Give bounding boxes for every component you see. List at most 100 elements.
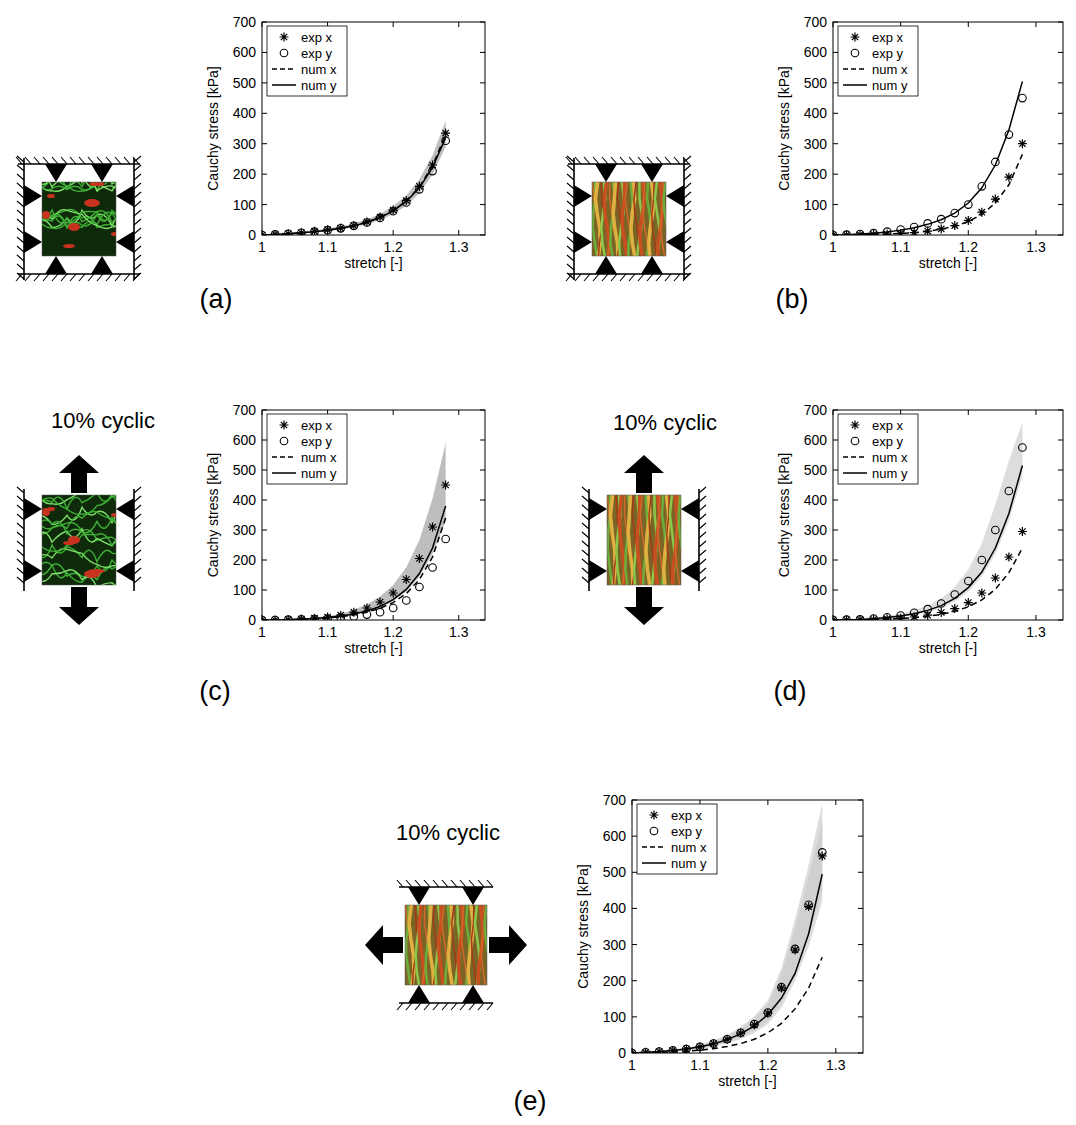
y-tick-label: 300 bbox=[233, 522, 257, 538]
exp-point bbox=[964, 598, 973, 607]
exp-point bbox=[951, 209, 959, 217]
exp-point bbox=[262, 616, 267, 621]
support-hatch bbox=[566, 157, 689, 164]
support-hatch bbox=[397, 1003, 493, 1010]
exp-point bbox=[1018, 527, 1027, 536]
y-tick bbox=[833, 620, 1063, 621]
support-triangle bbox=[589, 498, 607, 520]
x-tick-label: 1.1 bbox=[318, 624, 338, 640]
legend-symbol bbox=[851, 421, 860, 430]
fiber bbox=[604, 182, 609, 256]
y-tick bbox=[833, 590, 1063, 591]
legend-label: num x bbox=[301, 62, 337, 77]
micrograph-frame bbox=[42, 495, 116, 585]
y-tick bbox=[632, 908, 863, 909]
x-tick-label: 1.1 bbox=[318, 239, 338, 255]
y-tick bbox=[262, 113, 485, 114]
y-tick-label: 100 bbox=[804, 197, 828, 213]
exp-point bbox=[363, 219, 371, 227]
legend: exp xexp ynum xnum y bbox=[267, 414, 347, 484]
y-tick-label: 200 bbox=[804, 552, 828, 568]
exp-point bbox=[271, 616, 280, 621]
support-triangle bbox=[462, 985, 484, 1003]
y-tick bbox=[833, 410, 1063, 411]
exp-point bbox=[1019, 94, 1027, 102]
exp-point bbox=[736, 1029, 745, 1038]
exp-point bbox=[284, 615, 293, 620]
y-tick-label: 300 bbox=[804, 136, 828, 152]
x-tick-label: 1 bbox=[829, 239, 837, 255]
exp-point bbox=[937, 224, 946, 233]
exp-point bbox=[271, 231, 279, 235]
x-tick bbox=[833, 22, 834, 235]
x-axis-title: stretch [-] bbox=[919, 640, 977, 656]
y-tick bbox=[833, 560, 1063, 561]
exp-point bbox=[376, 214, 384, 222]
exp-point bbox=[402, 199, 410, 207]
panel-label: (e) bbox=[514, 1086, 547, 1116]
exp-point bbox=[415, 182, 424, 191]
y-tick bbox=[262, 560, 485, 561]
exp-point bbox=[924, 605, 932, 613]
support-line bbox=[568, 163, 690, 165]
num-line bbox=[833, 81, 1022, 235]
y-tick-label: 700 bbox=[603, 792, 627, 808]
legend-label: exp y bbox=[671, 824, 703, 839]
exp-point bbox=[991, 195, 1000, 204]
x-tick-label: 1.2 bbox=[758, 1057, 778, 1073]
y-tick-label: 0 bbox=[618, 1045, 626, 1061]
exp-point bbox=[376, 598, 385, 607]
y-tick-label: 400 bbox=[603, 900, 627, 916]
support-hatch bbox=[134, 487, 141, 583]
legend-label: exp x bbox=[671, 808, 703, 823]
panel-label: (c) bbox=[199, 676, 230, 706]
exp-point bbox=[362, 217, 371, 226]
y-tick-label: 0 bbox=[248, 227, 256, 243]
y-tick-label: 500 bbox=[804, 462, 828, 478]
exp-point bbox=[869, 230, 878, 235]
support-hatch bbox=[567, 156, 574, 279]
y-tick-label: 700 bbox=[804, 402, 828, 418]
support-line bbox=[573, 158, 575, 280]
exp-point bbox=[710, 1040, 718, 1048]
support-triangle bbox=[462, 887, 484, 905]
exp-point bbox=[964, 216, 973, 225]
y-tick bbox=[632, 980, 863, 981]
std-band bbox=[262, 121, 446, 235]
x-tick bbox=[262, 410, 263, 620]
load-arrow bbox=[624, 587, 664, 625]
support-triangle bbox=[666, 185, 684, 207]
plot-frame bbox=[833, 22, 1063, 235]
legend-symbol bbox=[272, 84, 296, 86]
y-tick-label: 700 bbox=[804, 14, 828, 30]
x-tick-label: 1.3 bbox=[826, 1057, 846, 1073]
fiber bbox=[42, 529, 116, 546]
exp-point bbox=[870, 229, 878, 235]
fiber bbox=[42, 534, 116, 552]
support-triangle bbox=[574, 231, 592, 253]
micrograph-frame bbox=[405, 905, 487, 985]
exp-point bbox=[1019, 444, 1027, 452]
exp-point bbox=[389, 207, 397, 215]
exp-point bbox=[709, 1039, 718, 1048]
exp-point bbox=[337, 225, 345, 233]
cell bbox=[47, 194, 55, 198]
num-line bbox=[262, 506, 446, 620]
micrograph bbox=[405, 905, 487, 985]
exp-point bbox=[441, 129, 450, 138]
y-tick-label: 600 bbox=[603, 828, 627, 844]
exp-point bbox=[668, 1046, 677, 1053]
plot-bg bbox=[833, 22, 1063, 235]
legend-symbol bbox=[843, 68, 867, 70]
legend-label: exp y bbox=[872, 434, 904, 449]
exp-point bbox=[429, 167, 437, 175]
exp-point bbox=[883, 228, 891, 235]
plot-frame bbox=[833, 410, 1063, 620]
fiber bbox=[42, 517, 116, 534]
exp-point bbox=[977, 208, 986, 217]
exp-point bbox=[833, 231, 837, 235]
figure: (a)010020030040050060070011.11.21.3stret… bbox=[0, 0, 1076, 1125]
x-tick-label: 1.3 bbox=[1026, 624, 1046, 640]
y-tick bbox=[262, 620, 485, 621]
exp-point bbox=[350, 613, 358, 620]
